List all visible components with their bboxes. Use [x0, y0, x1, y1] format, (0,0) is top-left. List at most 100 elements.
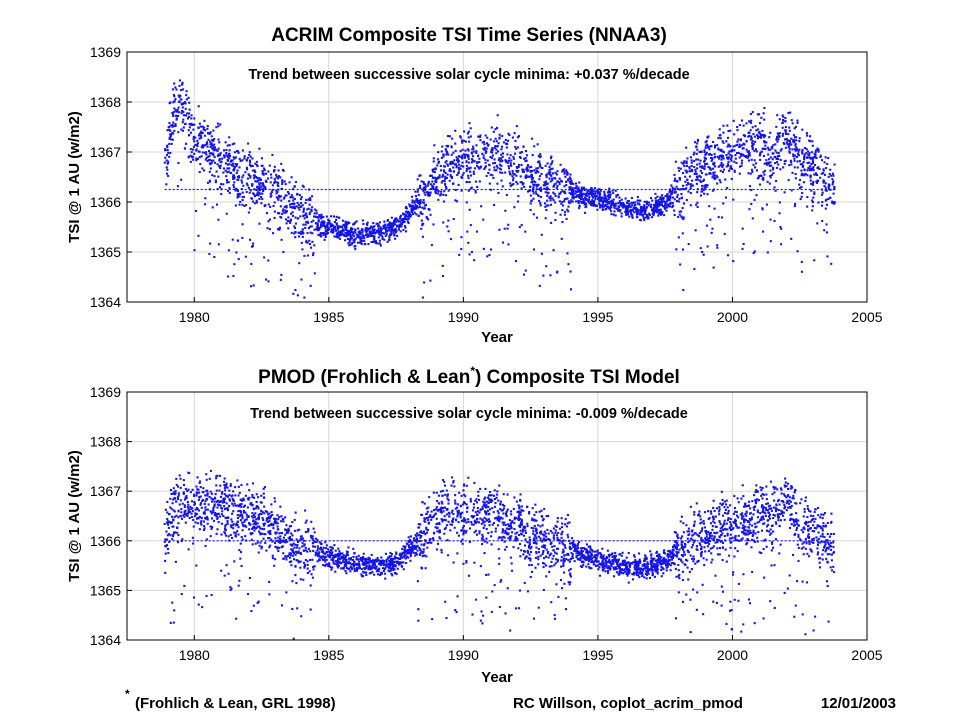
acrim-data-point	[823, 161, 826, 164]
acrim-data-point	[776, 140, 779, 143]
acrim-data-point	[227, 154, 230, 157]
acrim-data-point	[345, 221, 348, 225]
pmod-data-point	[201, 499, 204, 503]
pmod-data-point	[315, 552, 318, 555]
acrim-data-point	[635, 207, 638, 210]
acrim-data-point	[359, 231, 362, 234]
acrim-data-point	[794, 143, 797, 146]
acrim-data-point	[327, 218, 330, 221]
acrim-data-point	[171, 125, 174, 128]
acrim-data-point	[592, 203, 595, 207]
pmod-data-point	[538, 510, 541, 513]
acrim-data-point	[570, 181, 573, 185]
acrim-data-point	[229, 160, 232, 163]
pmod-data-point	[164, 552, 167, 555]
acrim-data-point	[423, 187, 426, 190]
acrim-data-point	[607, 198, 610, 201]
pmod-data-point	[493, 497, 497, 501]
acrim-data-point	[798, 187, 802, 190]
acrim-data-point	[498, 163, 502, 166]
acrim-data-point	[765, 162, 768, 165]
acrim-data-point	[460, 139, 464, 142]
acrim-data-point	[496, 150, 500, 153]
acrim-data-point	[373, 240, 376, 243]
pmod-data-point	[686, 549, 689, 552]
acrim-data-point	[249, 175, 252, 178]
acrim-data-point	[628, 205, 631, 208]
acrim-data-point	[671, 201, 674, 204]
pmod-data-point	[316, 538, 319, 541]
acrim-data-point	[426, 184, 429, 187]
acrim-data-point	[346, 221, 350, 224]
acrim-data-point	[251, 164, 254, 168]
pmod-data-point	[395, 556, 398, 559]
acrim-data-point	[763, 173, 766, 176]
acrim-data-point	[219, 164, 222, 167]
acrim-data-point	[522, 170, 525, 174]
acrim-data-point	[293, 207, 297, 210]
acrim-data-point	[592, 192, 595, 196]
acrim-data-point	[409, 213, 412, 216]
acrim-data-point	[421, 223, 424, 226]
acrim-data-point	[413, 211, 416, 214]
pmod-data-point	[614, 551, 617, 555]
acrim-data-point	[538, 284, 541, 287]
pmod-data-point	[347, 557, 350, 560]
acrim-data-point	[295, 205, 298, 208]
acrim-data-point	[530, 181, 533, 184]
pmod-data-point	[625, 556, 628, 559]
acrim-data-point	[660, 203, 664, 207]
acrim-data-point	[467, 136, 470, 139]
acrim-data-point	[344, 231, 347, 235]
acrim-data-point	[269, 195, 272, 198]
acrim-data-point	[772, 168, 775, 171]
acrim-data-point	[253, 202, 256, 205]
pmod-data-point	[519, 493, 522, 496]
pmod-data-point	[299, 578, 302, 581]
acrim-data-point	[341, 219, 344, 222]
acrim-data-point	[468, 122, 471, 125]
acrim-data-point	[610, 199, 613, 203]
acrim-data-point	[795, 139, 798, 142]
acrim-data-point	[526, 168, 529, 171]
acrim-data-point	[741, 247, 744, 250]
acrim-data-point	[666, 198, 669, 201]
acrim-data-point	[815, 156, 818, 160]
pmod-data-point	[273, 500, 277, 503]
acrim-data-point	[659, 212, 662, 215]
pmod-data-point	[687, 551, 690, 554]
pmod-data-point	[551, 545, 554, 548]
acrim-plot-frame	[126, 51, 868, 303]
acrim-data-point	[418, 205, 422, 209]
acrim-data-point	[671, 192, 674, 195]
pmod-data-point	[303, 539, 306, 542]
acrim-data-point	[616, 193, 620, 196]
acrim-data-point	[234, 163, 237, 166]
acrim-data-point	[346, 237, 349, 241]
acrim-data-point	[566, 208, 569, 211]
acrim-data-point	[555, 187, 558, 190]
acrim-data-point	[446, 163, 449, 166]
pmod-data-point	[197, 488, 200, 491]
pmod-data-point	[290, 564, 293, 567]
acrim-data-point	[805, 156, 809, 159]
acrim-data-point	[760, 150, 763, 153]
acrim-data-point	[782, 141, 785, 144]
acrim-data-point	[394, 220, 397, 223]
acrim-data-point	[546, 182, 549, 185]
pmod-data-point	[251, 515, 254, 518]
acrim-data-point	[729, 157, 732, 161]
acrim-data-point	[175, 110, 178, 113]
acrim-data-point	[736, 129, 739, 132]
acrim-data-point	[489, 173, 492, 176]
pmod-data-point	[324, 541, 327, 544]
pmod-data-point	[341, 552, 344, 555]
acrim-data-point	[480, 205, 483, 208]
acrim-data-point	[750, 119, 753, 122]
acrim-data-point	[682, 216, 685, 219]
acrim-data-point	[279, 195, 282, 198]
pmod-data-point	[213, 503, 216, 506]
acrim-data-point	[601, 208, 604, 211]
acrim-data-point	[467, 189, 470, 192]
pmod-data-point	[767, 523, 770, 526]
